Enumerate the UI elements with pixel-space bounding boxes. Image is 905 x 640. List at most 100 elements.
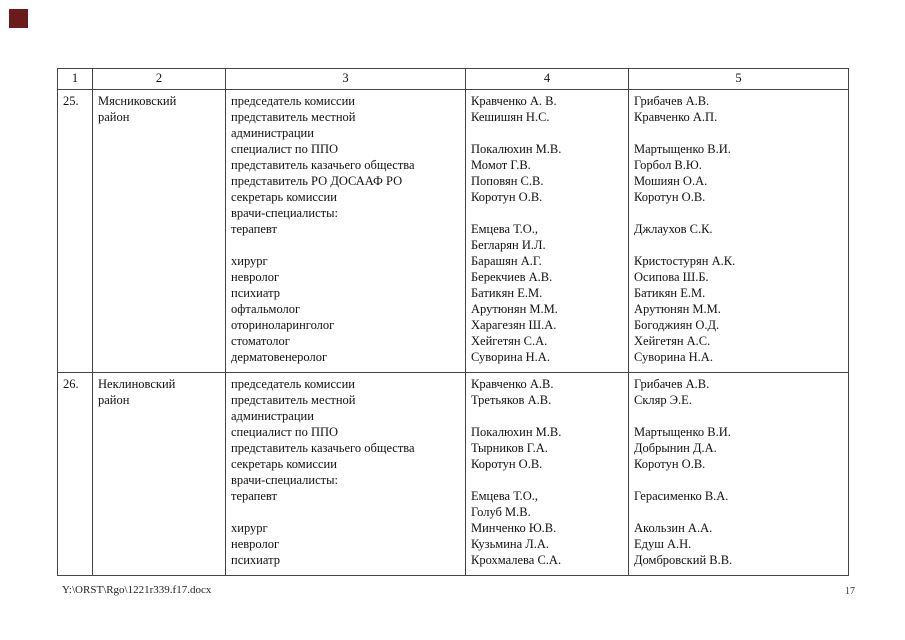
text-line: Акользин А.А. (634, 521, 713, 535)
text-line: терапевт (231, 489, 277, 503)
text-line: Мошиян О.А. (634, 174, 708, 188)
text-line: Суворина Н.А. (634, 350, 713, 364)
text-line: Осипова Ш.Б. (634, 270, 709, 284)
text-line: Покалюхин М.В. (471, 425, 562, 439)
text-line: Кузьмина Л.А. (471, 537, 550, 551)
page-number: 17 (845, 586, 855, 597)
text-line: Мартыщенко В.И. (634, 142, 731, 156)
text-line: Домбровский В.В. (634, 553, 733, 567)
text-line (471, 125, 624, 141)
text-line: Арутюнян М.М. (634, 302, 721, 316)
text-line: Третьяков А.В. (471, 393, 552, 407)
text-line: Кристостурян А.К. (634, 254, 736, 268)
text-line: Коротун О.В. (634, 457, 706, 471)
text-line: Хейгетян А.С. (634, 334, 711, 348)
text-line: Тырников Г.А. (471, 441, 548, 455)
text-line: район (98, 110, 130, 124)
text-line: врачи-специалисты: (231, 206, 338, 220)
text-line: Грибачев А.В. (634, 377, 710, 391)
text-line: Барашян А.Г. (471, 254, 542, 268)
cell-members: Кравченко А. В. Кешишян Н.С. Покалюхин М.… (465, 89, 629, 373)
cell-positions: председатель комиссии представитель местн… (225, 372, 466, 576)
text-line: 25. (63, 94, 79, 108)
text-line: Кравченко А.П. (634, 110, 718, 124)
text-line: врачи-специалисты: (231, 473, 338, 487)
text-line: специалист по ППО (231, 142, 339, 156)
text-line: невролог (231, 270, 280, 284)
text-line: дерматовенеролог (231, 350, 328, 364)
text-line: Арутюнян М.М. (471, 302, 558, 316)
text-line (231, 504, 461, 520)
text-line: Берекчиев А.В. (471, 270, 553, 284)
text-line: представитель местной (231, 110, 356, 124)
text-line: Скляр Э.Е. (634, 393, 692, 407)
column-header-1: 1 (57, 68, 93, 90)
text-line: Емцева Т.О., (471, 222, 538, 236)
text-line: представитель РО ДОСААФ РО (231, 174, 403, 188)
text-line: Едуш А.Н. (634, 537, 692, 551)
text-line: Голуб М.В. (471, 505, 531, 519)
red-square-marker (9, 9, 28, 28)
text-line: секретарь комиссии (231, 190, 337, 204)
text-line: Горбол В.Ю. (634, 158, 702, 172)
text-line: стоматолог (231, 334, 290, 348)
text-line: представитель казачьего общества (231, 158, 415, 172)
text-line (634, 408, 844, 424)
text-line (634, 472, 844, 488)
text-line: Бегларян И.Л. (471, 238, 546, 252)
cell-reserve-members: Грибачев А.В. Скляр Э.Е. Мартыщенко В.И. Д… (628, 372, 849, 576)
text-line: Коротун О.В. (634, 190, 706, 204)
column-header-5: 5 (628, 68, 849, 90)
table-row: 26. Неклиновский район председатель комисси… (57, 372, 849, 576)
text-line: психиатр (231, 286, 280, 300)
text-line: Кравченко А.В. (471, 377, 554, 391)
text-line: хирург (231, 521, 268, 535)
text-line: администрации (231, 126, 314, 140)
text-line: Мартыщенко В.И. (634, 425, 731, 439)
text-line: Момот Г.В. (471, 158, 531, 172)
text-line: оториноларинголог (231, 318, 335, 332)
text-line: терапевт (231, 222, 277, 236)
text-line: Герасименко В.А. (634, 489, 729, 503)
text-line: Грибачев А.В. (634, 94, 710, 108)
footer-file-path: Y:\ORST\Rgo\1221r339.f17.docx (62, 584, 212, 596)
text-line: Покалюхин М.В. (471, 142, 562, 156)
column-header-4: 4 (465, 68, 629, 90)
text-line: Коротун О.В. (471, 190, 543, 204)
text-line: Батикян Е.М. (634, 286, 706, 300)
text-line: Крохмалева С.А. (471, 553, 562, 567)
table-row: 25. Мясниковский район председатель комисси… (57, 89, 849, 373)
text-line: Добрынин Д.А. (634, 441, 717, 455)
text-line: Батикян Е.М. (471, 286, 543, 300)
text-line (634, 205, 844, 221)
text-line: Коротун О.В. (471, 457, 543, 471)
text-line: хирург (231, 254, 268, 268)
text-line: председатель комиссии (231, 94, 355, 108)
text-line: Харагезян Ш.А. (471, 318, 557, 332)
cell-members: Кравченко А.В. Третьяков А.В. Покалюхин М… (465, 372, 629, 576)
text-line: специалист по ППО (231, 425, 339, 439)
text-line (471, 472, 624, 488)
column-header-2: 2 (92, 68, 226, 90)
text-line (634, 125, 844, 141)
text-line: Джлаухов С.К. (634, 222, 713, 236)
text-line: Кешишян Н.С. (471, 110, 550, 124)
text-line: Кравченко А. В. (471, 94, 557, 108)
text-line: Суворина Н.А. (471, 350, 550, 364)
text-line (634, 237, 844, 253)
text-line (634, 504, 844, 520)
text-line: Мясниковский (98, 94, 177, 108)
text-line (231, 237, 461, 253)
text-line: Поповян С.В. (471, 174, 544, 188)
text-line (471, 408, 624, 424)
text-line: Минченко Ю.В. (471, 521, 557, 535)
cell-district: Мясниковский район (92, 89, 226, 373)
text-line: секретарь комиссии (231, 457, 337, 471)
text-line: Хейгетян С.А. (471, 334, 548, 348)
text-line: председатель комиссии (231, 377, 355, 391)
text-line: Емцева Т.О., (471, 489, 538, 503)
cell-row-number: 25. (57, 89, 93, 373)
commission-table: 1 2 3 4 5 25. Мясниковский район председате… (57, 68, 849, 576)
cell-positions: председатель комиссии представитель местн… (225, 89, 466, 373)
